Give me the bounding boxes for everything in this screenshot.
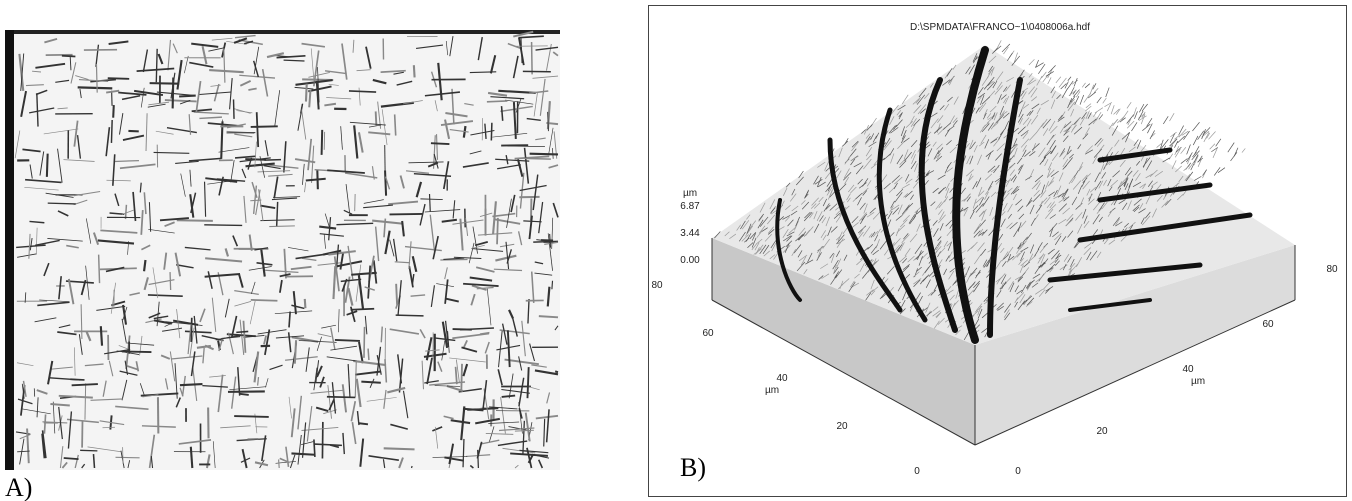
crack bbox=[351, 309, 375, 310]
crack bbox=[122, 351, 151, 352]
crack bbox=[539, 316, 558, 317]
crack bbox=[532, 42, 533, 74]
axis-label: 0.00 bbox=[680, 255, 700, 266]
panel-label: A) bbox=[5, 473, 32, 501]
crack bbox=[251, 126, 278, 127]
panel-label: B) bbox=[680, 453, 706, 482]
crack bbox=[309, 90, 310, 107]
axis-label: 20 bbox=[836, 421, 848, 432]
crack bbox=[111, 120, 112, 143]
figure: A) D:\SPMDATA\FRANCO~1\0408006a.hdf bbox=[0, 0, 1352, 501]
crack bbox=[463, 439, 464, 467]
axis-label: µm bbox=[1191, 376, 1205, 387]
crack bbox=[322, 130, 323, 155]
crack bbox=[527, 367, 528, 398]
crack bbox=[487, 101, 508, 102]
crack bbox=[305, 299, 306, 308]
crack bbox=[251, 300, 278, 301]
crack bbox=[306, 84, 307, 102]
crack bbox=[99, 255, 100, 284]
crack bbox=[497, 218, 498, 244]
crack bbox=[364, 327, 365, 358]
crack bbox=[381, 327, 382, 343]
crack bbox=[555, 371, 558, 372]
crack bbox=[368, 349, 369, 360]
crack bbox=[156, 49, 157, 82]
crack bbox=[269, 226, 295, 227]
crack bbox=[258, 377, 259, 386]
image-left-border bbox=[5, 30, 14, 470]
crack bbox=[395, 114, 396, 135]
axis-label: 6.87 bbox=[680, 201, 700, 212]
crack bbox=[240, 394, 249, 395]
axis-label: µm bbox=[683, 188, 697, 199]
crack bbox=[48, 203, 76, 204]
crack bbox=[361, 382, 380, 383]
axis-label: 0 bbox=[1015, 466, 1021, 477]
crack bbox=[530, 154, 558, 155]
crack bbox=[277, 202, 278, 227]
crack bbox=[327, 397, 355, 398]
axis-label: 60 bbox=[702, 328, 714, 339]
crack bbox=[80, 450, 97, 451]
crack bbox=[295, 340, 296, 364]
crack bbox=[396, 284, 397, 305]
crack bbox=[96, 64, 97, 93]
axis-label: 0 bbox=[914, 466, 920, 477]
crack bbox=[44, 414, 45, 433]
axis-label: 3.44 bbox=[680, 228, 700, 239]
axis-label: µm bbox=[765, 385, 779, 396]
crack bbox=[236, 331, 248, 332]
crack bbox=[524, 158, 551, 159]
image-top-border bbox=[5, 30, 560, 34]
crack bbox=[376, 111, 377, 125]
crack bbox=[204, 225, 242, 226]
crack bbox=[180, 384, 203, 385]
axis-label: 40 bbox=[776, 373, 788, 384]
crack bbox=[453, 329, 472, 330]
crack bbox=[78, 87, 113, 88]
crack bbox=[552, 281, 553, 289]
crack bbox=[177, 220, 213, 221]
crack bbox=[461, 364, 462, 392]
axis-label: 40 bbox=[1182, 364, 1194, 375]
crack bbox=[412, 466, 413, 468]
crack bbox=[335, 340, 360, 341]
crack bbox=[113, 105, 114, 118]
crack bbox=[191, 318, 192, 342]
crack bbox=[430, 194, 431, 211]
crack bbox=[359, 423, 368, 424]
crack bbox=[64, 458, 79, 459]
axis-label: 80 bbox=[651, 280, 663, 291]
crack bbox=[101, 326, 102, 346]
crack bbox=[144, 260, 145, 271]
crack bbox=[72, 384, 98, 385]
crack bbox=[234, 416, 269, 417]
axis-label: 20 bbox=[1096, 426, 1108, 437]
axis-label: 80 bbox=[1326, 264, 1338, 275]
crack bbox=[150, 83, 180, 84]
crack bbox=[264, 160, 281, 161]
crack bbox=[491, 123, 492, 141]
crack bbox=[289, 312, 290, 328]
crack bbox=[431, 143, 449, 144]
axis-label: 60 bbox=[1262, 319, 1274, 330]
image-title: D:\SPMDATA\FRANCO~1\0408006a.hdf bbox=[910, 22, 1090, 33]
crack bbox=[384, 448, 415, 449]
crack bbox=[396, 315, 424, 316]
crack bbox=[93, 454, 94, 468]
crack bbox=[234, 99, 235, 118]
crack bbox=[85, 383, 86, 419]
crack bbox=[47, 154, 48, 177]
crack bbox=[414, 65, 415, 77]
micrograph-a bbox=[5, 30, 560, 470]
crack bbox=[108, 78, 129, 79]
crack bbox=[62, 56, 76, 57]
crack bbox=[279, 459, 280, 468]
